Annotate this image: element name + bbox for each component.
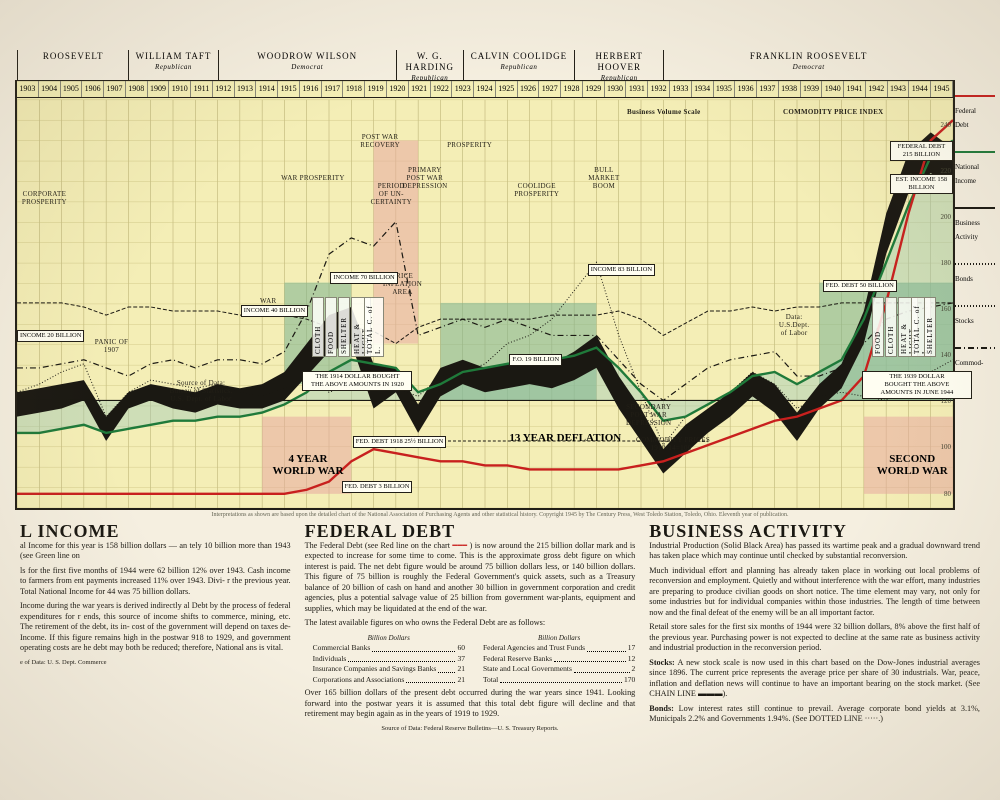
- fed-p1b: ) is now around the 215 billion dollar m…: [305, 541, 636, 613]
- value-callout: INCOME 20 BILLION: [17, 330, 84, 342]
- value-callout: FEDERAL DEBT 215 BILLION: [890, 141, 953, 161]
- legend: Federal Debt National Income Business Acti…: [955, 90, 1000, 398]
- income-source: e of Data: U. S. Dept. Commerce: [20, 658, 291, 669]
- fed-title: FEDERAL DEBT: [305, 526, 636, 537]
- president-cell: W. G. HARDINGRepublican: [396, 50, 463, 80]
- purchasing-power-bar: FOOD: [325, 297, 337, 357]
- income-title: L INCOME: [20, 526, 291, 537]
- right-scale-label: Business Volume Scale: [627, 108, 701, 116]
- deflation-label: 13 YEAR DEFLATION: [420, 432, 711, 496]
- biz-p2: Much individual effort and planning has …: [649, 566, 980, 619]
- president-cell: FRANKLIN ROOSEVELTDemocrat: [663, 50, 953, 80]
- chart-annotation: POST WAR RECOVERY: [345, 133, 415, 149]
- chart-annotation: CORPORATE PROSPERITY: [9, 190, 79, 206]
- chart-annotation: Data: U.S.Dept. of Labor: [759, 313, 829, 337]
- purchasing-power-bar: FOOD: [872, 297, 884, 357]
- period-label: SECOND WORLD WAR: [867, 453, 957, 496]
- stocks-label: Stocks:: [649, 658, 674, 667]
- president-cell: WILLIAM TAFTRepublican: [128, 50, 217, 80]
- table-row: Total170: [483, 675, 635, 686]
- stocks-text: A new stock scale is now used in this ch…: [649, 658, 980, 699]
- table-row: State and Local Governments2: [483, 664, 635, 675]
- table-row: Insurance Companies and Savings Banks21: [313, 664, 465, 675]
- chart-annotation: SECONDARY POST WAR DEPRESSION: [614, 403, 684, 427]
- value-callout: INCOME 70 BILLION: [330, 272, 397, 284]
- income-p3: Income during the war years is derived i…: [20, 601, 291, 654]
- right-scale-tick: 240: [941, 121, 952, 129]
- presidents-bar: ROOSEVELTWILLIAM TAFTRepublicanWOODROW W…: [17, 50, 953, 80]
- biz-bonds: Bonds: Low interest rates still continue…: [649, 704, 980, 725]
- fed-p2: The latest available figures on who owns…: [305, 618, 636, 629]
- income-p2: ls for the first five months of 1944 wer…: [20, 566, 291, 598]
- table-row: Commercial Banks60: [313, 643, 465, 654]
- dollar-box-caption: THE 1939 DOLLAR BOUGHT THE ABOVE AMOUNTS…: [862, 371, 972, 399]
- value-callout: EST. INCOME 158 BILLION: [890, 174, 953, 194]
- president-cell: CALVIN COOLIDGERepublican: [463, 50, 574, 80]
- fed-p3: Over 165 billion dollars of the present …: [305, 688, 636, 720]
- column-income: L INCOME al Income for this year is 158 …: [20, 526, 291, 738]
- income-p1: al Income for this year is 158 billion d…: [20, 541, 291, 562]
- period-label: 4 YEAR WORLD WAR: [263, 453, 353, 496]
- value-callout: F.O. 19 BILLION: [509, 354, 562, 366]
- right-scale-tick: 160: [941, 305, 952, 313]
- biz-p1: Industrial Production (Solid Black Area)…: [649, 541, 980, 562]
- bonds-label: Bonds:: [649, 704, 674, 713]
- right-scale-tick: 180: [941, 259, 952, 267]
- biz-stocks: Stocks: A new stock scale is now used in…: [649, 658, 980, 700]
- commodity-index-label: COMMODITY PRICE INDEX: [783, 108, 884, 116]
- fed-p1a: The Federal Debt (see Red line on the ch…: [305, 541, 450, 550]
- purchasing-power-bar: TOTAL C. of L.: [364, 297, 384, 357]
- column-federal-debt: FEDERAL DEBT The Federal Debt (see Red l…: [305, 526, 636, 738]
- right-scale-tick: 100: [941, 443, 952, 451]
- purchasing-power-bar: CLOTH: [312, 297, 324, 357]
- legend-item: Stocks: [955, 300, 1000, 328]
- table-row: Federal Agencies and Trust Funds17: [483, 643, 635, 654]
- table-header-left: Billion Dollars: [313, 633, 465, 644]
- president-cell: WOODROW WILSONDemocrat: [218, 50, 396, 80]
- value-callout: FED. DEBT 50 BILLION: [823, 280, 897, 292]
- column-business: BUSINESS ACTIVITY Industrial Production …: [649, 526, 980, 738]
- dollar-box-caption: THE 1914 DOLLAR BOUGHT THE ABOVE AMOUNTS…: [302, 371, 412, 391]
- purchasing-power-bar: CLOTH: [885, 297, 897, 357]
- legend-item: Bonds: [955, 258, 1000, 286]
- right-scale-tick: 140: [941, 351, 952, 359]
- legend-item: Business Activity: [955, 202, 1000, 244]
- president-cell: ROOSEVELT: [17, 50, 128, 80]
- purchasing-power-bar: SHELTER: [338, 297, 350, 357]
- chart-annotation: PROSPERITY: [435, 141, 505, 149]
- text-columns: L INCOME al Income for this year is 158 …: [20, 526, 980, 738]
- president-cell: HERBERT HOOVERRepublican: [574, 50, 663, 80]
- red-swatch-icon: ━━━: [452, 541, 469, 550]
- chart-annotation: WAR PROSPERITY: [278, 174, 348, 182]
- table-header-right: Billion Dollars: [483, 633, 635, 644]
- table-row: Corporations and Associations21: [313, 675, 465, 686]
- right-scale-tick: 200: [941, 213, 952, 221]
- table-row: Federal Reserve Banks12: [483, 654, 635, 665]
- bonds-text: Low interest rates still continue to pre…: [649, 704, 980, 724]
- value-callout: INCOME 83 BILLION: [588, 264, 655, 276]
- footnote: Interpretations as shown are based upon …: [20, 512, 980, 518]
- value-callout: INCOME 40 BILLION: [241, 305, 308, 317]
- biz-p3: Retail store sales for the first six mon…: [649, 622, 980, 654]
- legend-item: National Income: [955, 146, 1000, 188]
- legend-item: Federal Debt: [955, 90, 1000, 132]
- chart-frame: ROOSEVELTWILLIAM TAFTRepublicanWOODROW W…: [15, 80, 955, 510]
- chart-annotation: Source of Data: Bureau of Statistics, U.…: [166, 379, 236, 403]
- purchasing-power-bar: SHELTER: [924, 297, 936, 357]
- fed-debt-table: Billion Dollars Commercial Banks60Indivi…: [313, 633, 636, 686]
- biz-title: BUSINESS ACTIVITY: [649, 526, 980, 537]
- chart-annotation: COOLIDGE PROSPERITY: [502, 182, 572, 198]
- chart-annotation: PANIC OF 1907: [77, 338, 147, 354]
- fed-p1: The Federal Debt (see Red line on the ch…: [305, 541, 636, 615]
- table-row: Individuals37: [313, 654, 465, 665]
- fed-source: Source of Data: Federal Reserve Bulletin…: [305, 724, 636, 735]
- page-root: ROOSEVELTWILLIAM TAFTRepublicanWOODROW W…: [0, 0, 1000, 800]
- chart-annotation: PRIMARY POST WAR DEPRESSION: [390, 166, 460, 190]
- chart-annotation: BULL MARKET BOOM: [569, 166, 639, 190]
